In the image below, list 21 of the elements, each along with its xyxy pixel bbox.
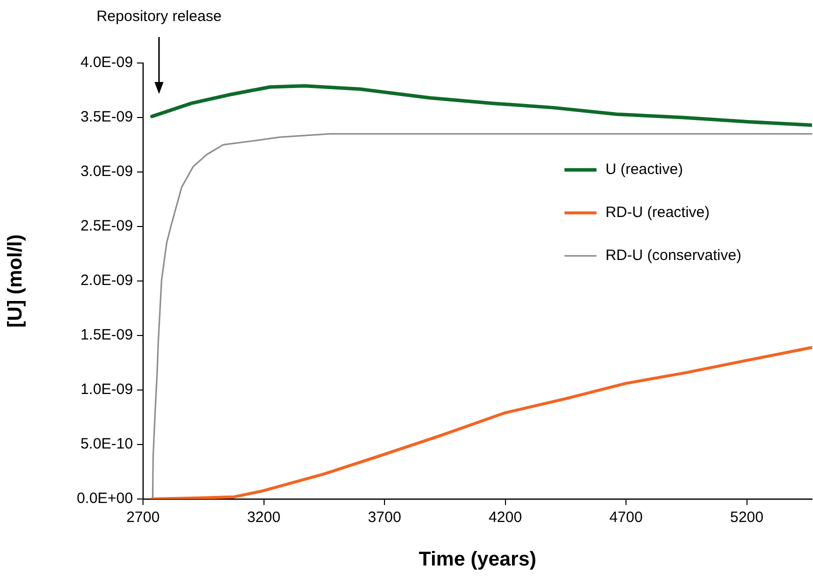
y-tick-label: 2.5E-09 <box>80 218 133 235</box>
x-tick-label: 3700 <box>368 509 402 526</box>
x-tick-label: 2700 <box>126 509 160 526</box>
x-tick-label: 4200 <box>488 509 522 526</box>
legend-label: U (reactive) <box>605 160 683 178</box>
y-tick-label: 1.5E-09 <box>80 326 133 344</box>
x-axis-title: Time (years) <box>418 548 536 571</box>
text: Repository release <box>96 8 222 26</box>
legend-label: RD-U (reactive) <box>605 204 710 221</box>
y-tick-label: 3.5E-09 <box>80 108 133 126</box>
y-tick-label: 1.0E-09 <box>80 381 133 398</box>
y-tick-label: 4.0E-09 <box>80 54 133 72</box>
x-tick-label: 5200 <box>730 509 764 526</box>
y-tick-label: 5.0E-10 <box>80 436 133 453</box>
x-tick-label: 4700 <box>609 509 643 526</box>
y-axis-title: [U] (mol/l) <box>4 234 27 328</box>
y-tick-label: 0.0E+00 <box>76 490 133 508</box>
legend-label: RD-U (conservative) <box>605 246 742 264</box>
x-tick-label: 3200 <box>247 509 280 526</box>
y-tick-label: 2.0E-09 <box>80 272 133 290</box>
y-tick-label: 3.0E-09 <box>80 163 133 180</box>
